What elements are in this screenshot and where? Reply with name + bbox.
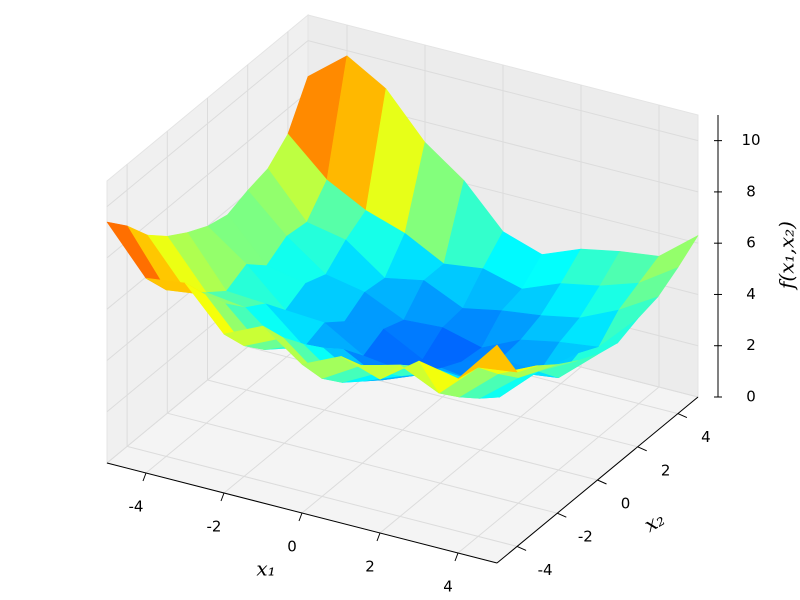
y-axis-label: x₂ [640,506,669,536]
x-tick-label: 2 [365,558,375,576]
z-tick-label: 2 [746,336,756,354]
tick-mark [516,545,527,551]
tick-mark [142,472,147,482]
y-tick-label: 4 [701,428,711,446]
y-tick-label: -2 [578,528,593,546]
tick-mark [597,479,607,485]
tick-mark [557,512,567,518]
tick-mark [677,413,688,419]
grid-line [126,445,518,547]
x-tick-label: 4 [443,578,453,596]
tick-mark [376,532,381,542]
y-tick-label: 0 [621,495,631,513]
plot: -4 -2 0 2 4 -4 -2 0 2 4 0 2 4 6 8 10 [105,13,761,596]
grid-line [207,379,598,481]
tick-mark [220,492,225,502]
z-axis-label: f(x₁,x₂) [775,221,799,291]
surface-cell [457,344,518,380]
x-axis-line [106,462,498,564]
z-tick-label: 8 [746,182,756,200]
tick-mark [298,512,303,522]
z-tick-label: 6 [746,234,756,252]
z-tick-label: 10 [741,131,760,149]
tick-mark [637,446,647,452]
y-tick-label: 2 [661,461,671,479]
x-axis-label: x₁ [256,557,275,581]
z-tick-label: 0 [746,388,756,406]
tick-mark [454,552,459,562]
x-tick-label: -2 [207,518,222,536]
grid-line [307,40,699,142]
y-tick-label: -4 [538,561,553,579]
grid-line [106,91,309,259]
grid-line [106,40,309,208]
x-tick-label: 0 [287,538,297,556]
grid-line [167,412,558,514]
y-axis-line [496,396,699,564]
x-tick-label: -4 [129,498,144,516]
z-tick-label: 4 [746,285,756,303]
